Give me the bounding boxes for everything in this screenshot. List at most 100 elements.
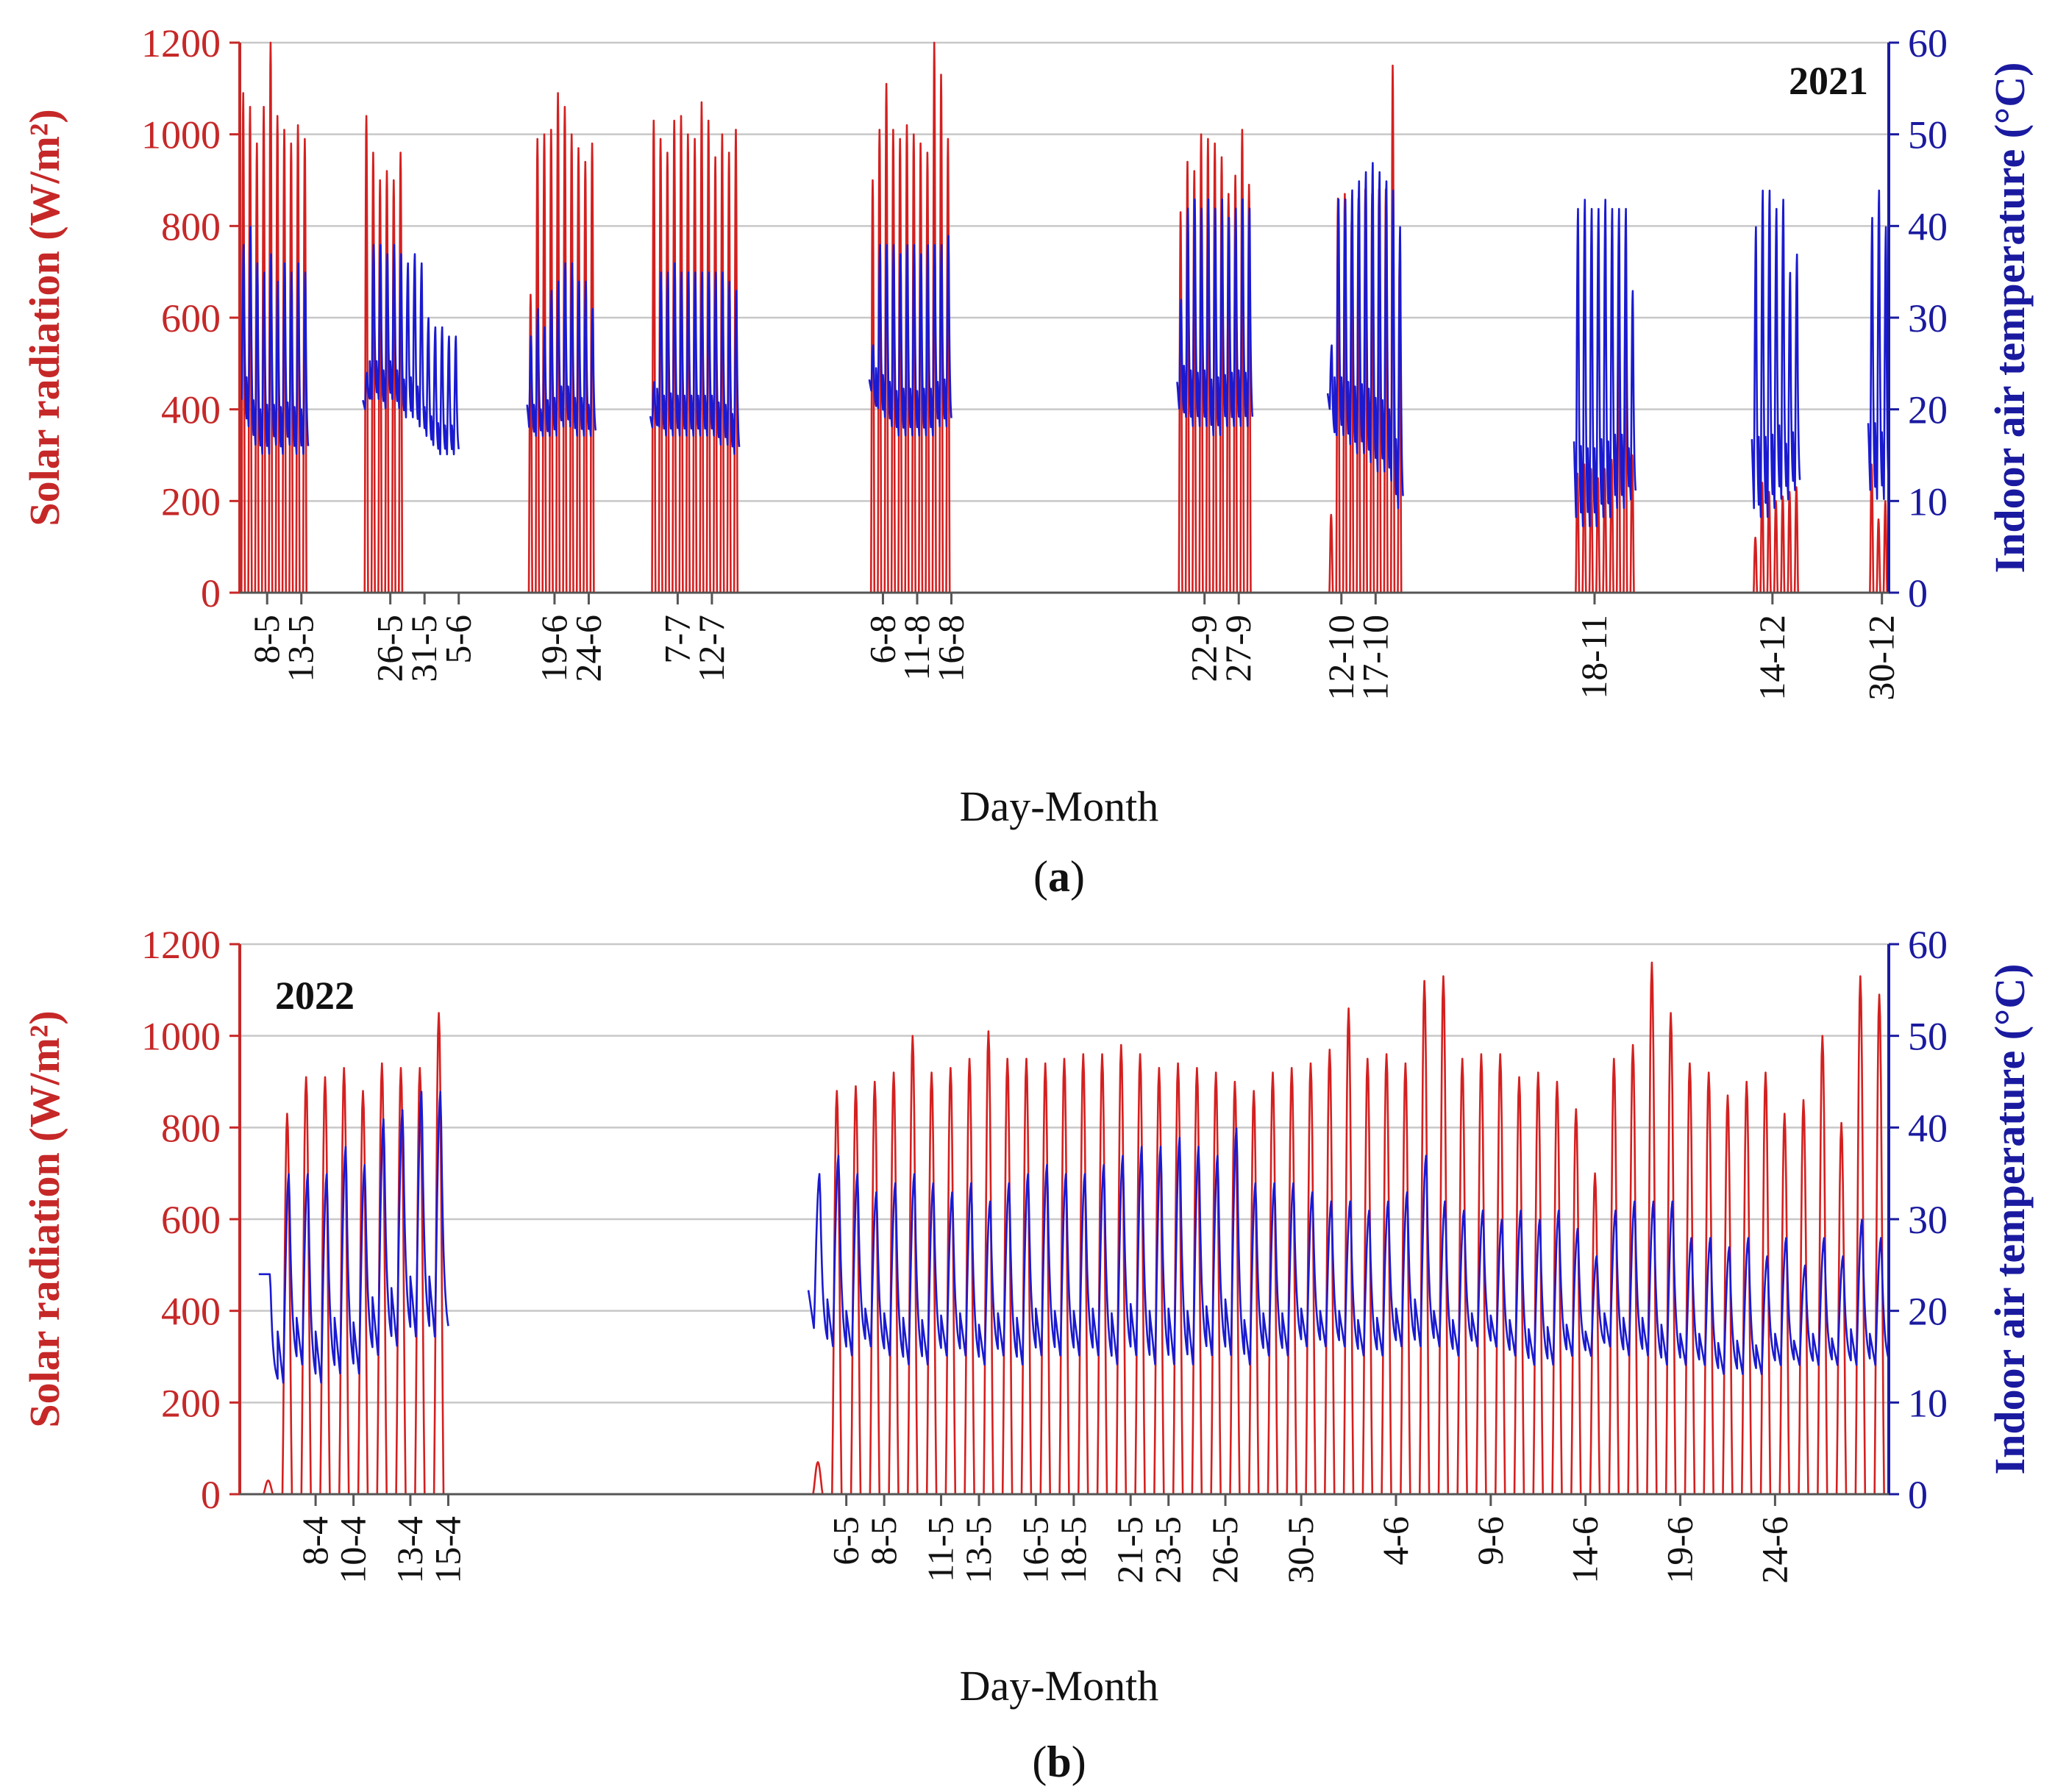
left-tick-label: 600 xyxy=(161,296,221,340)
x-tick-label: 21-5 xyxy=(1109,1516,1150,1584)
right-tick-label: 20 xyxy=(1908,388,1948,432)
x-tick-label: 6-8 xyxy=(861,615,902,664)
indoor-temperature-line xyxy=(1176,198,1254,437)
right-axis-ticks: 0 10 20 30 40 50 60 xyxy=(1889,923,1948,1517)
right-tick-label: 0 xyxy=(1908,571,1928,615)
x-tick-label: 9-6 xyxy=(1470,1516,1511,1566)
left-axis-title: Solar radiation (W/m²) xyxy=(21,109,68,526)
left-axis-title: Solar radiation (W/m²) xyxy=(21,1010,68,1427)
right-tick-label: 20 xyxy=(1908,1290,1948,1334)
x-tick-label: 13-4 xyxy=(389,1516,430,1584)
x-tick-label: 18-11 xyxy=(1573,615,1614,699)
indoor-temperature-line xyxy=(868,235,952,437)
left-tick-label: 800 xyxy=(161,204,221,249)
right-tick-label: 40 xyxy=(1908,1106,1948,1150)
right-tick-label: 60 xyxy=(1908,923,1948,967)
right-tick-label: 50 xyxy=(1908,113,1948,157)
left-tick-label: 0 xyxy=(201,571,221,615)
x-tick-label: 17-10 xyxy=(1354,615,1395,701)
right-axis-title: Indoor air temperature (°C) xyxy=(1986,964,2034,1475)
x-tick-label: 23-5 xyxy=(1147,1516,1189,1584)
x-tick-label: 12-10 xyxy=(1320,615,1361,701)
x-tick-label: 12-7 xyxy=(691,615,732,682)
x-tick-label: 27-9 xyxy=(1217,615,1258,682)
x-tick-label: 13-5 xyxy=(280,615,321,682)
caption-letter: b xyxy=(1047,1738,1071,1786)
panel-caption: (a) xyxy=(1033,852,1085,901)
x-tick-label: 5-6 xyxy=(438,615,479,664)
left-tick-label: 1000 xyxy=(141,1015,221,1059)
x-tick-label: 31-5 xyxy=(403,615,444,682)
indoor-temperature-line xyxy=(649,262,741,455)
indoor-temperature-line xyxy=(807,1127,1890,1376)
left-tick-label: 200 xyxy=(161,1381,221,1425)
gridlines xyxy=(240,41,1889,502)
x-tick-label: 4-6 xyxy=(1375,1516,1416,1566)
indoor-temperature-line xyxy=(1751,189,1801,518)
x-tick-label: 11-5 xyxy=(919,1516,961,1582)
x-tick-label: 14-6 xyxy=(1564,1516,1606,1584)
solar-radiation-line xyxy=(362,115,460,594)
x-tick-label: 16-8 xyxy=(930,615,972,682)
left-tick-label: 400 xyxy=(161,1290,221,1334)
left-tick-label: 600 xyxy=(161,1198,221,1242)
indoor-temperature-line xyxy=(526,262,597,438)
x-tick-label: 19-6 xyxy=(1659,1516,1700,1584)
data-series xyxy=(258,961,1890,1496)
solar-radiation-line xyxy=(258,1012,449,1496)
left-tick-label: 1200 xyxy=(141,923,221,967)
left-tick-label: 0 xyxy=(201,1473,221,1517)
indoor-temperature-series xyxy=(238,162,1890,528)
indoor-temperature-line xyxy=(362,243,460,456)
left-axis-ticks: 0 200 400 600 800 1000 1200 xyxy=(141,21,240,615)
right-tick-label: 40 xyxy=(1908,204,1948,249)
right-tick-label: 60 xyxy=(1908,21,1948,65)
x-axis-title: Day-Month xyxy=(960,782,1159,830)
x-axis-title: Day-Month xyxy=(960,1662,1159,1710)
x-tick-label: 8-5 xyxy=(246,615,287,664)
x-tick-label: 24-6 xyxy=(1753,1516,1795,1584)
x-tick-label: 8-4 xyxy=(294,1516,335,1566)
x-tick-label: 18-5 xyxy=(1053,1516,1094,1584)
right-axis-title: Indoor air temperature (°C) xyxy=(1986,63,2034,574)
left-tick-label: 400 xyxy=(161,388,221,432)
indoor-temperature-line xyxy=(1867,189,1890,501)
indoor-temperature-line xyxy=(258,1090,449,1384)
right-tick-label: 50 xyxy=(1908,1015,1948,1059)
indoor-temperature-line xyxy=(1326,162,1404,510)
year-label: 2021 xyxy=(1789,59,1868,103)
solar-radiation-line xyxy=(1867,463,1890,594)
caption-letter: a xyxy=(1048,852,1070,901)
left-tick-label: 200 xyxy=(161,479,221,524)
x-tick-label: 30-12 xyxy=(1861,615,1902,701)
right-tick-label: 10 xyxy=(1908,479,1948,524)
panel-caption: (b) xyxy=(1032,1738,1086,1786)
solar-radiation-series xyxy=(258,961,1890,1496)
x-tick-label: 19-6 xyxy=(533,615,574,682)
x-tick-label: 16-5 xyxy=(1014,1516,1055,1584)
x-tick-label: 26-5 xyxy=(1204,1516,1245,1584)
right-axis-ticks: 0 10 20 30 40 50 60 xyxy=(1889,21,1948,615)
right-tick-label: 0 xyxy=(1908,1473,1928,1517)
right-tick-label: 10 xyxy=(1908,1381,1948,1425)
solar-radiation-line xyxy=(808,961,1890,1496)
left-tick-label: 800 xyxy=(161,1106,221,1150)
left-tick-label: 1000 xyxy=(141,113,221,157)
x-tick-label: 14-12 xyxy=(1751,615,1792,701)
x-tick-label: 8-5 xyxy=(863,1516,904,1566)
year-label: 2022 xyxy=(275,974,355,1018)
indoor-temperature-series xyxy=(258,1090,1890,1384)
indoor-temperature-line xyxy=(238,226,310,455)
left-tick-label: 1200 xyxy=(141,21,221,65)
indoor-temperature-line xyxy=(1573,199,1637,528)
x-tick-label: 7-7 xyxy=(656,615,697,664)
x-tick-label: 26-5 xyxy=(369,615,410,682)
right-tick-label: 30 xyxy=(1908,296,1948,340)
x-tick-label: 13-5 xyxy=(958,1516,999,1584)
left-axis-ticks: 0 200 400 600 800 1000 1200 xyxy=(141,923,240,1517)
x-tick-label: 30-5 xyxy=(1280,1516,1321,1584)
x-tick-label: 22-9 xyxy=(1183,615,1225,682)
